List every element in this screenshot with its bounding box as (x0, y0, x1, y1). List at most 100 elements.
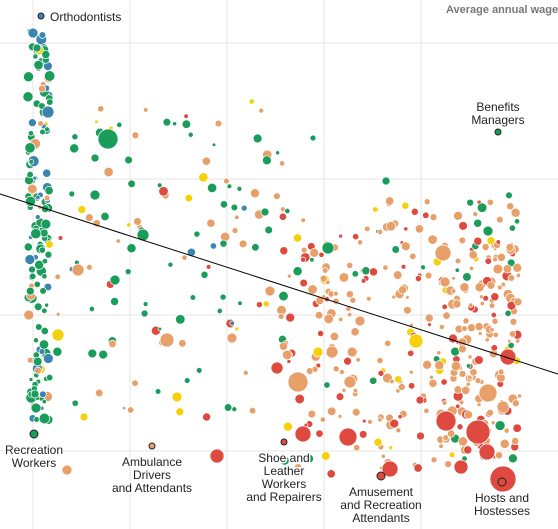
data-point (474, 377, 482, 384)
data-point (351, 407, 361, 417)
data-point (108, 339, 117, 349)
data-point (38, 339, 50, 350)
data-point (39, 128, 46, 136)
data-point (69, 143, 80, 154)
data-point (162, 117, 172, 127)
data-point (429, 374, 434, 380)
data-point (202, 412, 212, 422)
data-point (337, 414, 343, 419)
annotation-line: Shoe and (258, 451, 309, 465)
data-point (427, 322, 432, 327)
data-point (287, 273, 292, 279)
annotation-line: Attendants (352, 511, 409, 525)
data-point (54, 273, 61, 280)
data-point (332, 365, 340, 373)
data-point (388, 445, 394, 451)
data-point (126, 222, 132, 228)
data-point (492, 331, 499, 338)
data-point (400, 241, 411, 252)
data-point (28, 159, 35, 165)
data-point (319, 274, 328, 283)
data-point (109, 274, 121, 286)
data-point (472, 211, 479, 217)
data-point (140, 309, 149, 318)
data-point (506, 202, 515, 211)
data-point (294, 463, 303, 472)
data-point (420, 264, 426, 271)
data-point (39, 390, 47, 399)
data-point (260, 207, 270, 217)
data-point (476, 202, 488, 213)
data-point (408, 333, 424, 349)
data-point (181, 119, 192, 129)
data-point (338, 233, 343, 239)
data-point (352, 388, 359, 394)
data-point (327, 406, 337, 416)
data-point (465, 363, 472, 369)
data-point (33, 416, 40, 423)
annotation-orthodontists: Orthodontists (50, 10, 121, 24)
data-point (434, 244, 452, 262)
data-point (452, 299, 462, 309)
data-point (462, 317, 470, 325)
data-point (207, 182, 218, 193)
data-point (30, 228, 42, 240)
data-point (389, 378, 395, 385)
data-point (321, 241, 335, 255)
data-point (397, 383, 406, 391)
data-point (473, 236, 483, 246)
data-point (205, 264, 212, 270)
data-point (103, 166, 114, 178)
data-point (198, 172, 209, 183)
data-point (61, 464, 73, 476)
data-point (71, 263, 85, 277)
data-point (329, 331, 339, 342)
data-point (309, 134, 317, 142)
data-point (401, 201, 410, 210)
data-point (391, 294, 397, 300)
data-point (95, 388, 104, 398)
annotation-recreation-workers: Recreation Workers (5, 443, 63, 470)
data-point (458, 221, 468, 231)
data-point (509, 317, 518, 326)
data-point (373, 437, 383, 447)
data-point (492, 263, 504, 275)
data-point (30, 389, 40, 399)
data-point (484, 337, 490, 343)
data-point (395, 388, 401, 394)
data-point (44, 302, 50, 308)
data-point (407, 382, 416, 390)
data-point (307, 284, 318, 295)
data-point (343, 375, 357, 389)
data-point (77, 205, 87, 214)
data-point (478, 443, 496, 461)
data-point (110, 297, 120, 306)
data-point (409, 252, 417, 260)
data-point (240, 204, 248, 212)
data-point (476, 402, 482, 407)
data-point (345, 290, 354, 299)
data-point (206, 218, 216, 228)
data-point (347, 312, 353, 318)
data-point (55, 311, 61, 317)
data-point (507, 274, 516, 282)
data-point (408, 369, 414, 375)
data-point (410, 207, 419, 216)
data-point (486, 198, 494, 206)
data-point (474, 355, 484, 365)
data-point (97, 105, 105, 113)
annotation-line: Benefits (476, 100, 519, 114)
data-point (357, 239, 364, 246)
data-point (248, 98, 255, 105)
data-point (454, 257, 462, 265)
data-point (427, 234, 438, 245)
data-point (323, 381, 331, 389)
data-point (294, 393, 305, 405)
data-point (282, 349, 293, 361)
data-point (71, 133, 79, 141)
data-point (466, 198, 475, 207)
data-point (515, 272, 521, 278)
data-point (41, 273, 48, 280)
data-point (346, 261, 354, 269)
